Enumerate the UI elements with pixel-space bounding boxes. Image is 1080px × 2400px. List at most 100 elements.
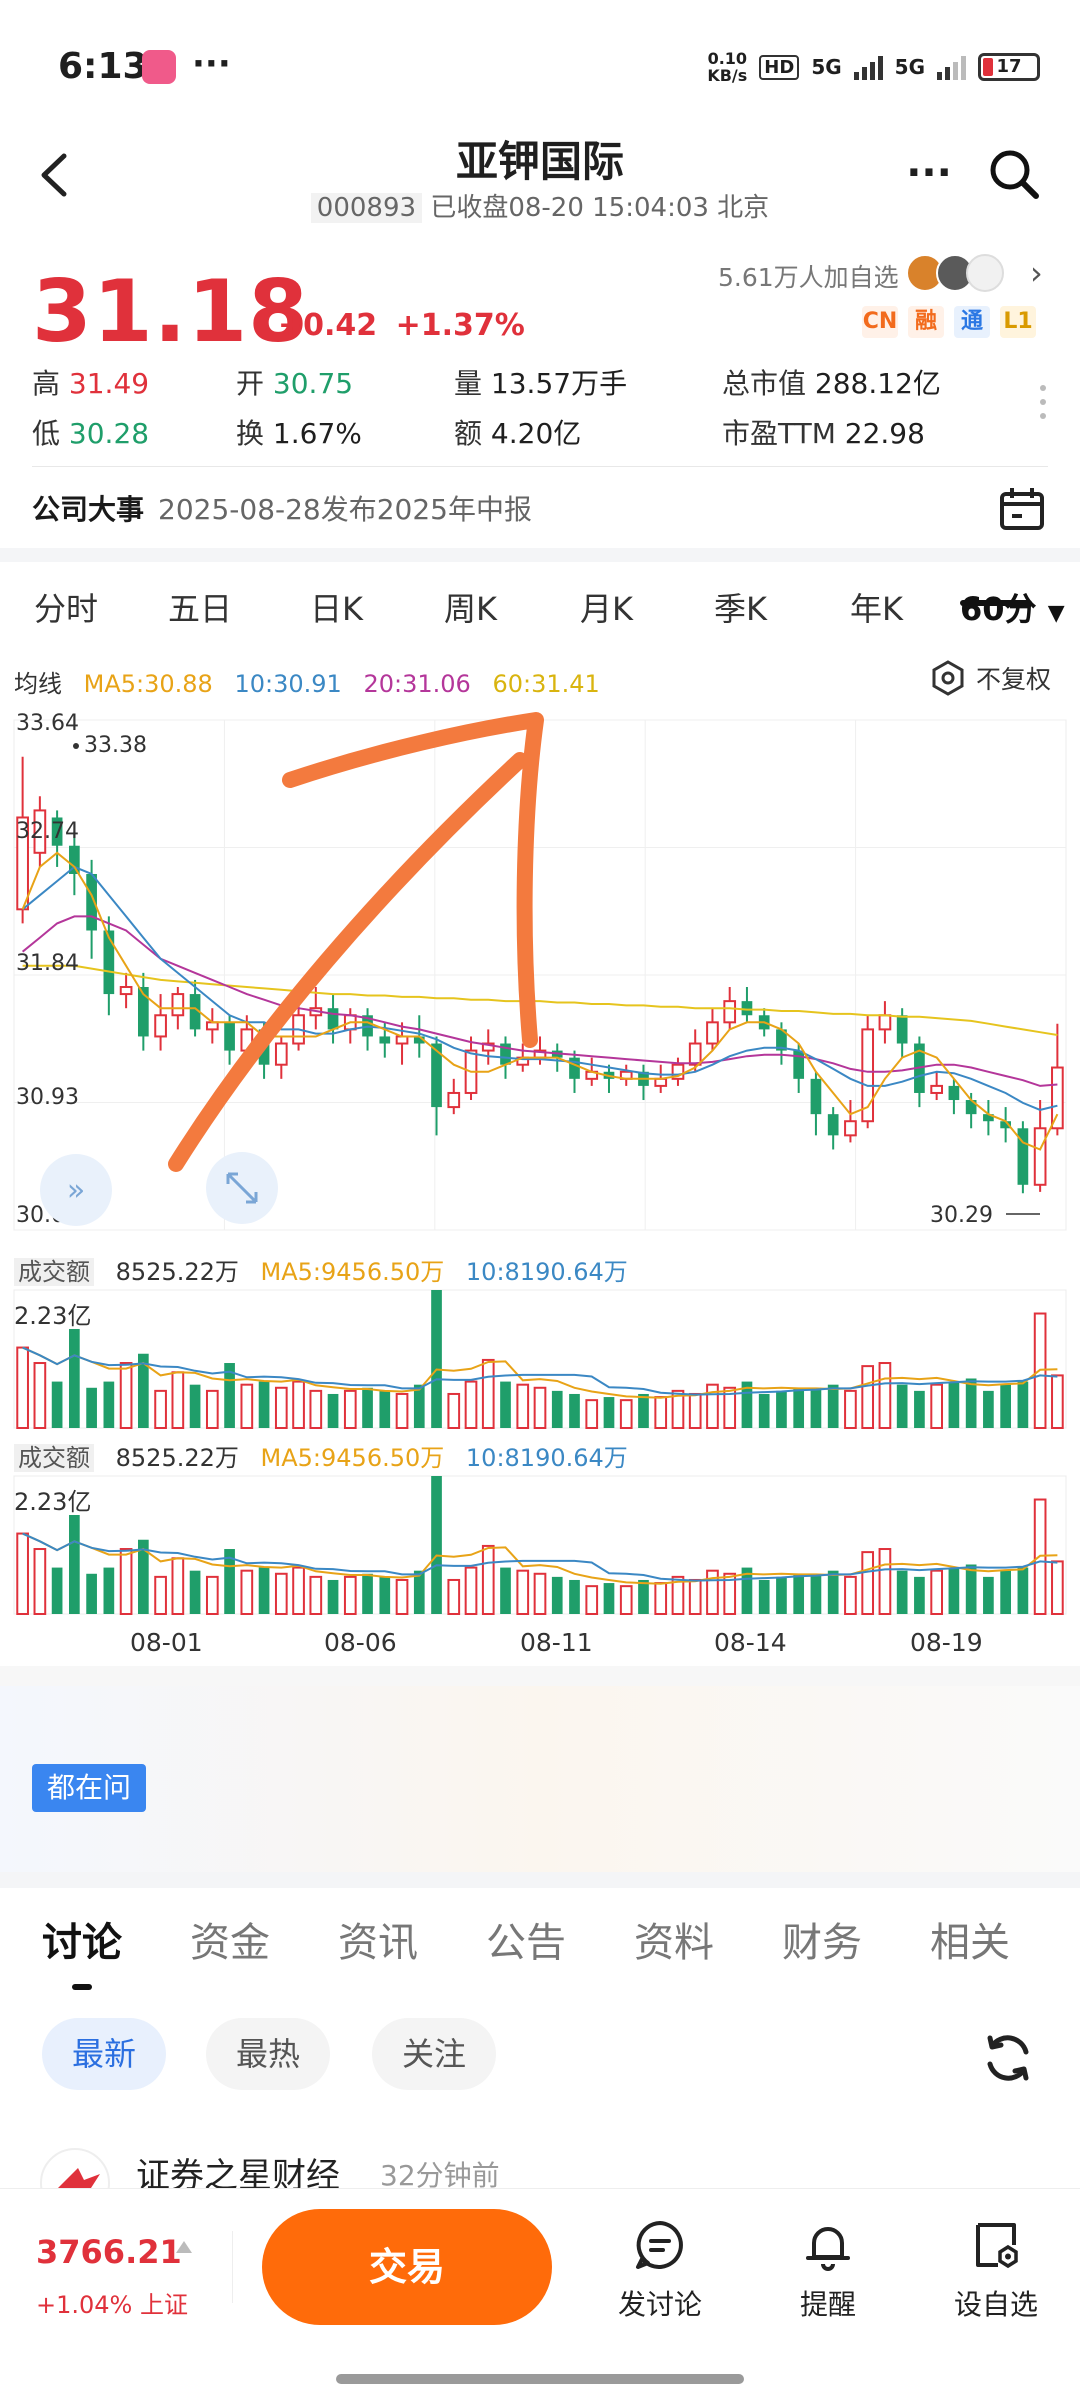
company-event[interactable]: 公司大事 2025-08-28发布2025年中报: [32, 488, 532, 528]
volume-bar-up: [930, 1569, 944, 1616]
tab-monthly[interactable]: 月K: [580, 590, 633, 628]
volume-bar-down: [1017, 1381, 1029, 1428]
bell-icon: [806, 2227, 850, 2271]
date-tick: 08-06: [324, 1628, 397, 1657]
candle-body-up: [844, 1120, 857, 1137]
trade-button[interactable]: 交易: [262, 2209, 552, 2325]
volume-bar-down: [638, 1393, 649, 1428]
volume-bar-up: [516, 1569, 530, 1616]
signal-icon-2: [937, 54, 966, 80]
more-options-icon[interactable]: ···: [906, 150, 952, 196]
volume-bar-up: [274, 1386, 288, 1429]
ma-lines: [21, 851, 1059, 1151]
back-arrow-icon[interactable]: [34, 150, 74, 200]
volume-bar-down: [896, 1384, 908, 1428]
discuss-button[interactable]: 发讨论: [600, 2217, 720, 2323]
date-tick: 08-01: [130, 1628, 203, 1657]
candle-body-down: [1017, 1128, 1029, 1185]
tab-60min[interactable]: 60分 ▼: [960, 584, 1065, 630]
candle-body-up: [688, 1042, 702, 1066]
volume-bar-up: [119, 1548, 133, 1615]
chevron-right-icon[interactable]: ›: [1030, 254, 1043, 292]
battery-icon: 17: [978, 53, 1040, 81]
volume-bar-down: [258, 1567, 270, 1614]
volume-bar-up: [861, 1551, 875, 1615]
volume-bar-down: [258, 1381, 270, 1428]
tab-yearly[interactable]: 年K: [850, 590, 903, 628]
watchers-count[interactable]: 5.61万人加自选: [718, 263, 899, 292]
ma5-value: MA5:30.88: [83, 670, 213, 698]
price-tick-label: 31.84: [16, 951, 79, 976]
tab-five-day[interactable]: 五日: [168, 590, 233, 628]
ma10-line: [21, 865, 1058, 1111]
price-tick-label: 30.93: [16, 1085, 79, 1110]
price-tick-label: 32.74: [16, 819, 79, 844]
volume-bar-up: [844, 1575, 857, 1615]
search-icon[interactable]: [986, 146, 1042, 202]
candle-body-down: [569, 1057, 580, 1079]
volume-bar-down: [896, 1570, 908, 1614]
tab-announcements[interactable]: 公告: [486, 1920, 566, 1966]
index-change[interactable]: +1.04% 上证: [36, 2291, 188, 2319]
tab-discussion[interactable]: 讨论: [42, 1920, 122, 1966]
volume-bar-up: [171, 1371, 185, 1429]
qa-banner[interactable]: [0, 1686, 1080, 1872]
tab-profile[interactable]: 资料: [634, 1920, 714, 1966]
tab-weekly[interactable]: 周K: [444, 590, 497, 628]
volume-bar-down: [965, 1564, 977, 1614]
volume-bar-down: [500, 1567, 511, 1614]
change-percent: +1.37%: [395, 308, 525, 343]
volume-bar-down: [793, 1573, 805, 1614]
tab-news[interactable]: 资讯: [338, 1920, 418, 1966]
volume-bar-down: [224, 1363, 235, 1428]
chip-following[interactable]: 关注: [372, 2018, 497, 2090]
chip-latest[interactable]: 最新: [42, 2018, 167, 2090]
stock-badges: CN 融 通 L1: [862, 306, 1036, 338]
expand-stats-icon[interactable]: [1040, 385, 1048, 425]
chip-hottest[interactable]: 最热: [206, 2018, 331, 2090]
post-item[interactable]: 证券之星财经 32分钟前: [40, 2148, 1040, 2188]
candle-body-up: [481, 1042, 495, 1052]
ask-tag[interactable]: 都在问: [32, 1764, 146, 1812]
alert-button[interactable]: 提醒: [768, 2217, 888, 2323]
index-value[interactable]: 3766.21: [36, 2233, 182, 2271]
calendar-icon[interactable]: [998, 486, 1046, 532]
tab-quarterly[interactable]: 季K: [714, 590, 767, 628]
period-tabs: 分时 五日 日K 周K 月K 季K 年K 60分 ▼: [0, 574, 1080, 644]
tab-funds[interactable]: 资金: [190, 1920, 270, 1966]
section-separator: [0, 548, 1080, 562]
volume-bar-up: [240, 1383, 254, 1430]
volume-bar-down: [327, 1393, 339, 1428]
add-watchlist-button[interactable]: 设自选: [936, 2217, 1056, 2323]
volume-bar-down: [603, 1583, 615, 1614]
hd-icon: HD: [759, 54, 800, 80]
chat-icon: [636, 2221, 683, 2269]
volume-bar-down: [500, 1381, 511, 1428]
candle-body-down: [776, 1029, 787, 1051]
volume-bar-down: [413, 1384, 425, 1428]
tab-intraday[interactable]: 分时: [34, 590, 99, 628]
volume-bar-down: [1017, 1567, 1029, 1614]
volume-max-1: 2.23亿: [14, 1302, 92, 1330]
watcher-avatars[interactable]: [906, 254, 1004, 292]
tab-60min-label: 60分: [960, 590, 1037, 628]
badge-cn: CN: [862, 306, 898, 338]
volume-bar-down: [431, 1290, 442, 1428]
divider: [232, 2231, 233, 2303]
volume-bar-down: [983, 1390, 994, 1428]
tab-financials[interactable]: 财务: [782, 1920, 862, 1966]
volume-bar-down: [741, 1567, 753, 1614]
refresh-icon[interactable]: [980, 2030, 1036, 2086]
adjust-toggle[interactable]: 不复权: [930, 660, 1051, 696]
tab-related[interactable]: 相关: [930, 1920, 1010, 1966]
tab-daily[interactable]: 日K: [310, 590, 363, 628]
candle-body-up: [119, 986, 133, 996]
network-speed-unit: KB/s: [707, 66, 748, 85]
volume-bar-down: [827, 1570, 839, 1614]
volume-bar-up: [671, 1389, 685, 1429]
volume-bar-up: [516, 1383, 530, 1430]
home-indicator[interactable]: [336, 2374, 744, 2384]
candle-body-up: [205, 1021, 219, 1031]
volume-bar-down: [51, 1567, 63, 1614]
